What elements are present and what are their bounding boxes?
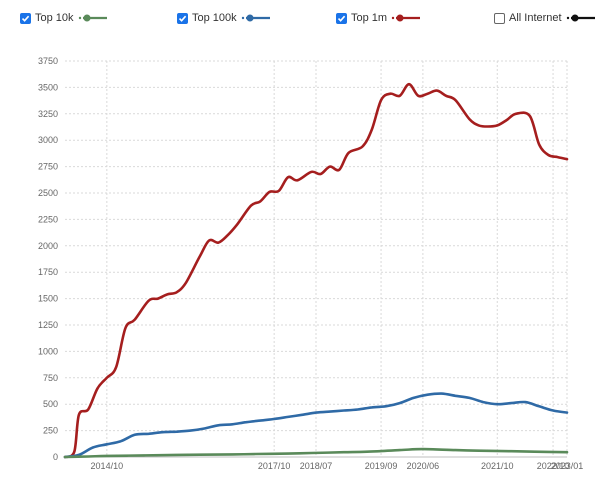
x-tick-label: 2019/09 [365,461,398,471]
y-tick-label: 2250 [38,214,58,224]
legend-label-top-100k: Top 100k [192,12,237,24]
checkbox-top-10k[interactable] [20,12,31,24]
x-axis: 2014/10 2017/10 2018/07 2019/09 2020/06 2021/… [91,461,584,471]
legend-line-icon-top-100k [241,14,270,22]
y-tick-label: 2000 [38,241,58,251]
legend-item-top-100k[interactable]: Top 100k [177,10,271,26]
legend-item-top-10k[interactable]: Top 10k [20,10,108,26]
y-tick-label: 1250 [38,320,58,330]
legend-label-top-1m: Top 1m [351,12,388,24]
y-tick-label: 500 [43,399,58,409]
y-tick-label: 0 [53,452,58,462]
legend-line-icon-all-internet [566,14,595,22]
y-tick-label: 3250 [38,109,58,119]
legend-label-all-internet: All Internet [509,12,562,24]
y-tick-label: 1750 [38,267,58,277]
x-tick-label: 2017/10 [258,461,291,471]
x-tick-label: 2021/10 [481,461,514,471]
checkbox-all-internet[interactable] [494,12,505,24]
checkbox-top-1m[interactable] [336,12,347,24]
y-tick-label: 750 [43,373,58,383]
legend-item-top-1m[interactable]: Top 1m [336,10,421,26]
legend-line-icon-top-10k [78,14,107,22]
y-tick-label: 2750 [38,162,58,172]
y-axis: 0 250 500 750 1000 1250 1500 1750 2000 2250 2500 27… [38,56,58,462]
y-tick-label: 3500 [38,82,58,92]
y-tick-label: 2500 [38,188,58,198]
checkbox-top-100k[interactable] [177,12,188,24]
y-tick-label: 1500 [38,294,58,304]
x-tick-label: 2022/10 [537,461,570,471]
series-line-top-1m[interactable] [63,82,569,459]
series-line-top-10k[interactable] [63,447,569,459]
legend-line-icon-top-1m [391,14,421,22]
y-tick-label: 250 [43,426,58,436]
series-lines [63,82,569,459]
x-tick-label: 2023/01 [551,461,584,471]
check-icon [337,15,346,22]
y-tick-label: 3750 [38,56,58,66]
x-tick-label: 2020/06 [407,461,440,471]
grid [65,60,568,458]
y-tick-label: 1000 [38,346,58,356]
legend: Top 10k Top 100k Top 1m [0,0,615,36]
legend-label-top-10k: Top 10k [35,12,74,24]
check-icon [21,15,30,22]
series-line-top-100k[interactable] [63,392,569,459]
y-tick-label: 3000 [38,135,58,145]
x-tick-label: 2018/07 [300,461,333,471]
legend-item-all-internet[interactable]: All Internet [494,10,596,26]
check-icon [178,15,187,22]
x-tick-label: 2014/10 [91,461,124,471]
